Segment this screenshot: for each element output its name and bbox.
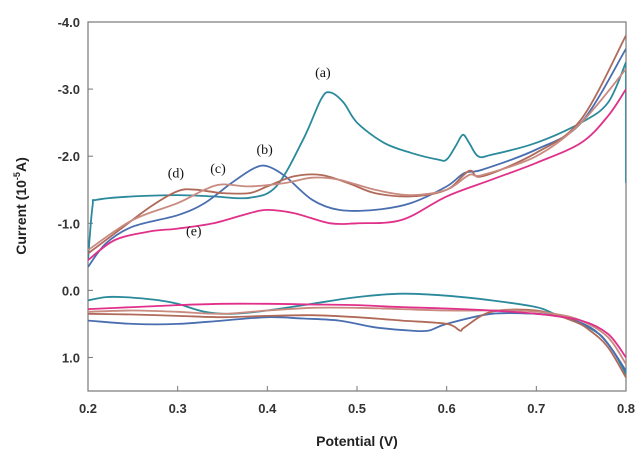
y-tick-label: -2.0 xyxy=(58,149,80,164)
x-tick-label: 0.8 xyxy=(617,401,635,416)
curves-layer xyxy=(88,34,626,379)
y-axis-title: Current (10-5A) xyxy=(12,157,29,254)
y-axis-title-main: Current (10 xyxy=(13,180,29,255)
x-axis-title: Potential (V) xyxy=(316,433,398,449)
x-tick-label: 0.6 xyxy=(438,401,456,416)
curve-labels-layer: (a) (b) (c) (d) (e) xyxy=(168,66,331,239)
curve-label: (a) xyxy=(315,66,331,81)
cv-curve-1-forward xyxy=(88,48,626,268)
cv-curve-4-reverse xyxy=(88,302,626,359)
y-axis-title-exponent: -5 xyxy=(12,172,22,180)
y-axis-title-unit: A) xyxy=(13,157,29,172)
y-tick-label: -1.0 xyxy=(58,216,80,231)
cv-curve-4-forward xyxy=(88,88,626,261)
cv-curve-2-forward xyxy=(88,34,626,255)
plot-frame xyxy=(87,21,627,392)
y-tick-label: 1.0 xyxy=(62,350,80,365)
x-tick-label: 0.7 xyxy=(527,401,545,416)
y-tick-label: 0.0 xyxy=(62,283,80,298)
cv-curve-3-forward xyxy=(88,68,626,251)
curve-label: (d) xyxy=(168,167,185,182)
curve-label: (c) xyxy=(210,162,226,177)
cv-curve-0-forward xyxy=(88,61,626,261)
x-tick-label: 0.4 xyxy=(258,401,277,416)
x-tick-label: 0.2 xyxy=(79,401,97,416)
x-tick-label: 0.3 xyxy=(169,401,187,416)
cv-curve-2-reverse xyxy=(88,308,626,379)
ticks-layer: 0.2 0.3 0.4 0.5 0.6 0.7 0.8 -4.0 -3.0 -2.0 -1.0 0.0… xyxy=(58,15,635,416)
curve-label: (e) xyxy=(186,224,202,239)
y-tick-label: -4.0 xyxy=(58,15,80,30)
x-tick-label: 0.5 xyxy=(348,401,366,416)
y-tick-label: -3.0 xyxy=(58,82,80,97)
curve-label: (b) xyxy=(256,143,273,158)
cv-curve-3-reverse xyxy=(88,306,626,365)
